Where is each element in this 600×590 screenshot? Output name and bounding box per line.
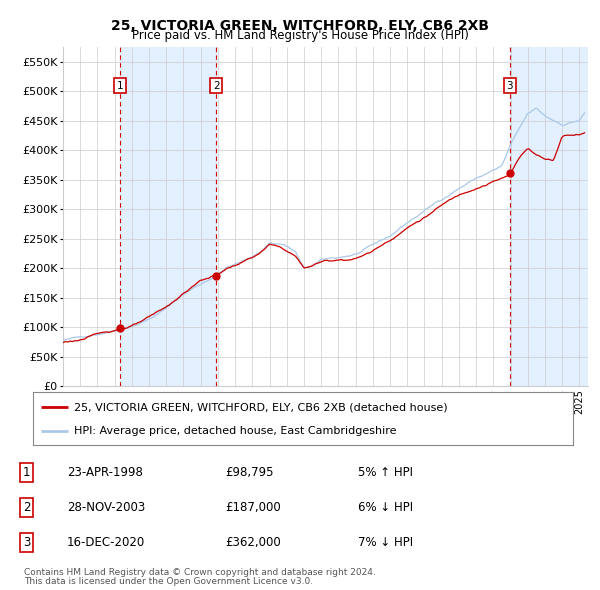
Bar	[510, 47, 588, 386]
Text: 5% ↑ HPI: 5% ↑ HPI	[358, 466, 413, 479]
Text: HPI: Average price, detached house, East Cambridgeshire: HPI: Average price, detached house, East…	[74, 425, 396, 435]
Text: 1: 1	[116, 81, 123, 90]
Text: 2: 2	[213, 81, 220, 90]
Text: This data is licensed under the Open Government Licence v3.0.: This data is licensed under the Open Gov…	[24, 577, 313, 586]
Text: 16-DEC-2020: 16-DEC-2020	[67, 536, 145, 549]
Text: Contains HM Land Registry data © Crown copyright and database right 2024.: Contains HM Land Registry data © Crown c…	[24, 568, 376, 576]
Text: 2: 2	[23, 501, 30, 514]
Text: 6% ↓ HPI: 6% ↓ HPI	[358, 501, 413, 514]
Text: 25, VICTORIA GREEN, WITCHFORD, ELY, CB6 2XB: 25, VICTORIA GREEN, WITCHFORD, ELY, CB6 …	[111, 19, 489, 33]
Text: Price paid vs. HM Land Registry's House Price Index (HPI): Price paid vs. HM Land Registry's House …	[131, 30, 469, 42]
Text: 23-APR-1998: 23-APR-1998	[67, 466, 143, 479]
Bar	[120, 47, 217, 386]
Text: £187,000: £187,000	[225, 501, 281, 514]
Text: £362,000: £362,000	[225, 536, 281, 549]
Text: £98,795: £98,795	[225, 466, 274, 479]
Text: 3: 3	[23, 536, 30, 549]
Text: 1: 1	[23, 466, 30, 479]
Text: 25, VICTORIA GREEN, WITCHFORD, ELY, CB6 2XB (detached house): 25, VICTORIA GREEN, WITCHFORD, ELY, CB6 …	[74, 402, 447, 412]
Text: 3: 3	[506, 81, 513, 90]
Text: 7% ↓ HPI: 7% ↓ HPI	[358, 536, 413, 549]
Text: 28-NOV-2003: 28-NOV-2003	[67, 501, 145, 514]
